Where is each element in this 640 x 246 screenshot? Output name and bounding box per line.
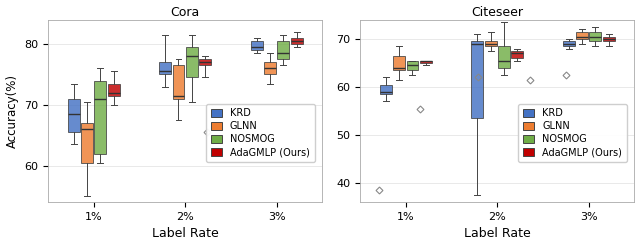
PathPatch shape — [68, 99, 79, 132]
PathPatch shape — [186, 47, 198, 77]
PathPatch shape — [264, 62, 276, 75]
Y-axis label: Accuracy(%): Accuracy(%) — [6, 74, 19, 148]
PathPatch shape — [498, 46, 510, 68]
X-axis label: Label Rate: Label Rate — [152, 228, 218, 240]
Legend: KRD, GLNN, NOSMOG, AdaGMLP (Ours): KRD, GLNN, NOSMOG, AdaGMLP (Ours) — [518, 104, 627, 162]
PathPatch shape — [420, 61, 432, 63]
PathPatch shape — [95, 80, 106, 154]
PathPatch shape — [108, 84, 120, 96]
PathPatch shape — [576, 32, 588, 39]
PathPatch shape — [277, 41, 289, 59]
PathPatch shape — [406, 61, 419, 70]
PathPatch shape — [159, 62, 171, 75]
PathPatch shape — [81, 123, 93, 163]
PathPatch shape — [199, 59, 211, 65]
PathPatch shape — [511, 51, 523, 58]
PathPatch shape — [603, 36, 614, 41]
PathPatch shape — [291, 38, 303, 44]
PathPatch shape — [471, 41, 483, 118]
X-axis label: Label Rate: Label Rate — [464, 228, 531, 240]
PathPatch shape — [251, 41, 262, 50]
Title: Cora: Cora — [170, 6, 200, 18]
PathPatch shape — [484, 41, 497, 46]
PathPatch shape — [563, 41, 575, 46]
PathPatch shape — [380, 85, 392, 94]
PathPatch shape — [393, 56, 405, 70]
Title: Citeseer: Citeseer — [471, 6, 524, 18]
Legend: KRD, GLNN, NOSMOG, AdaGMLP (Ours): KRD, GLNN, NOSMOG, AdaGMLP (Ours) — [205, 104, 315, 162]
PathPatch shape — [589, 32, 602, 41]
PathPatch shape — [173, 65, 184, 99]
